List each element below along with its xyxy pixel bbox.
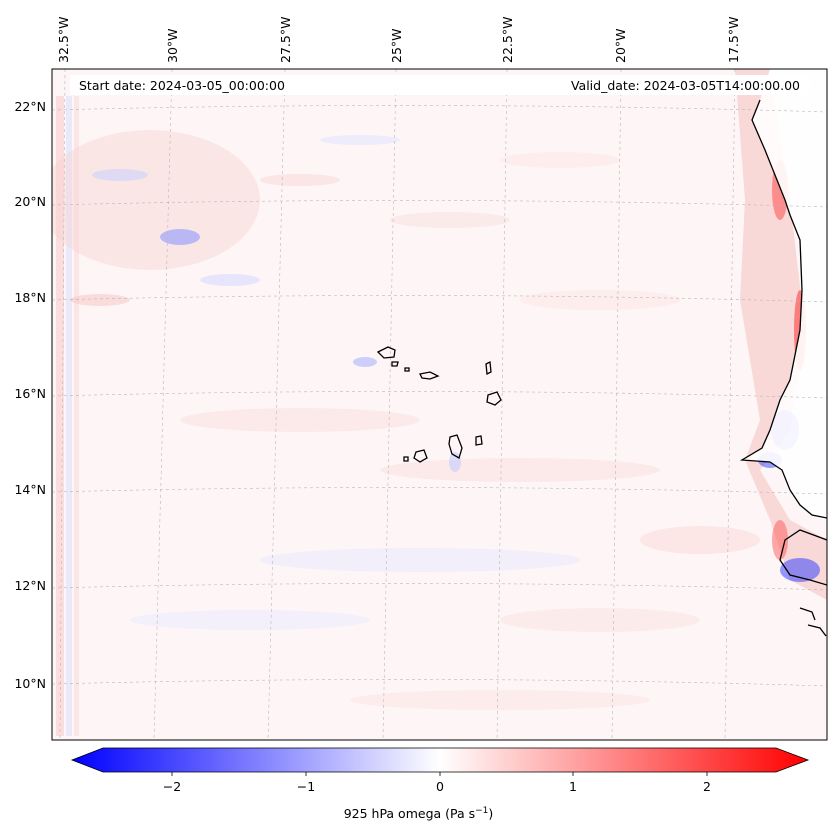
island-sao-nicolau <box>419 371 440 380</box>
lat-label-10n: 10°N <box>14 676 46 691</box>
colorbar-label-exponent: −1 <box>475 806 489 816</box>
colorbar-label: 925 hPa omega (Pa s−1) <box>0 806 837 821</box>
island-boa-vista <box>486 391 502 406</box>
colorbar-label-main: 925 hPa omega (Pa s <box>343 806 476 822</box>
map-panel: Start date: 2024-03-05_00:00:00 Valid_da… <box>51 68 828 741</box>
island-sal <box>485 360 492 376</box>
island-brava <box>403 456 409 462</box>
longitude-labels: 32.5°W 30°W 27.5°W 25°W 22.5°W 20°W 17.5… <box>56 17 741 63</box>
header-strip <box>70 75 810 95</box>
lon-label-17.5w: 17.5°W <box>726 17 741 63</box>
graticule <box>52 69 827 740</box>
lon-label-25w: 25°W <box>389 28 404 63</box>
valid-date-label: Valid_date: 2024-03-05T14:00:00.00 <box>571 78 800 93</box>
colorbar: −2 −1 0 1 2 <box>70 747 810 794</box>
lon-label-32.5w: 32.5°W <box>56 17 71 63</box>
lat-label-20n: 20°N <box>14 194 46 209</box>
lon-label-20w: 20°W <box>613 28 628 63</box>
island-fogo <box>413 449 428 463</box>
start-date-label: Start date: 2024-03-05_00:00:00 <box>79 78 285 93</box>
colorbar-tick-0: 0 <box>436 779 444 794</box>
lon-label-27.5w: 27.5°W <box>278 17 293 63</box>
colorbar-tick-2: 2 <box>703 779 711 794</box>
colorbar-tick-1: 1 <box>569 779 577 794</box>
island-maio <box>475 435 483 446</box>
island-santo-antao <box>376 346 396 359</box>
island-santiago <box>448 434 463 459</box>
omega-field <box>52 69 827 740</box>
island-sao-vicente <box>391 361 399 367</box>
colorbar-tick-neg1: −1 <box>297 779 315 794</box>
lat-label-18n: 18°N <box>14 290 46 305</box>
latitude-labels: 22°N 20°N 18°N 16°N 14°N 12°N 10°N <box>14 99 46 691</box>
lat-label-14n: 14°N <box>14 482 46 497</box>
map-frame <box>51 68 828 741</box>
lat-label-22n: 22°N <box>14 99 46 114</box>
colorbar-bar <box>70 747 810 773</box>
colorbar-label-close: ) <box>488 806 494 822</box>
lon-label-22.5w: 22.5°W <box>500 17 515 63</box>
lat-label-12n: 12°N <box>14 578 46 593</box>
coastlines <box>376 99 827 637</box>
colorbar-ticks <box>171 772 708 776</box>
lat-label-16n: 16°N <box>14 386 46 401</box>
lon-label-30w: 30°W <box>165 28 180 63</box>
colorbar-tick-neg2: −2 <box>163 779 181 794</box>
